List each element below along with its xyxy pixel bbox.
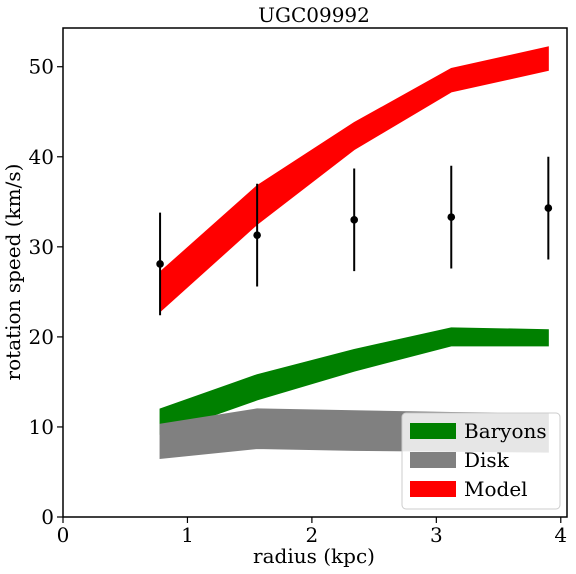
legend-swatch-disk [410,452,456,468]
y-tick-label: 40 [29,145,54,169]
data-point [544,204,553,212]
legend-label-baryons: Baryons [464,419,547,443]
band-baryons [159,327,549,435]
data-point [447,213,456,221]
legend-swatch-baryons [410,423,456,439]
x-tick-label: 0 [57,523,70,547]
data-point [156,260,164,268]
y-axis-ticks: 0 10 20 30 40 50 [29,55,63,529]
legend-label-disk: Disk [464,448,510,472]
legend: Baryons Disk Model [401,412,561,510]
legend-swatch-model [410,481,456,497]
y-axis-label: rotation speed (km/s) [1,164,25,381]
x-axis-label: radius (kpc) [253,544,375,568]
data-point [253,231,261,239]
y-tick-label: 50 [29,55,54,79]
data-point-layer [156,156,553,316]
band-model [159,46,549,313]
x-tick-label: 4 [554,523,567,547]
plot-frame [62,27,568,518]
y-tick-label: 0 [41,505,54,529]
data-point [350,216,359,224]
y-tick-label: 20 [29,325,54,349]
y-tick-label: 10 [29,415,54,439]
x-tick-label: 3 [430,523,443,547]
legend-label-model: Model [464,477,528,501]
x-tick-label: 1 [181,523,194,547]
x-tick-label: 2 [306,523,319,547]
y-tick-label: 30 [29,235,54,259]
chart-title: UGC09992 [258,3,370,27]
x-axis-ticks: 0 1 2 3 4 [57,517,567,547]
